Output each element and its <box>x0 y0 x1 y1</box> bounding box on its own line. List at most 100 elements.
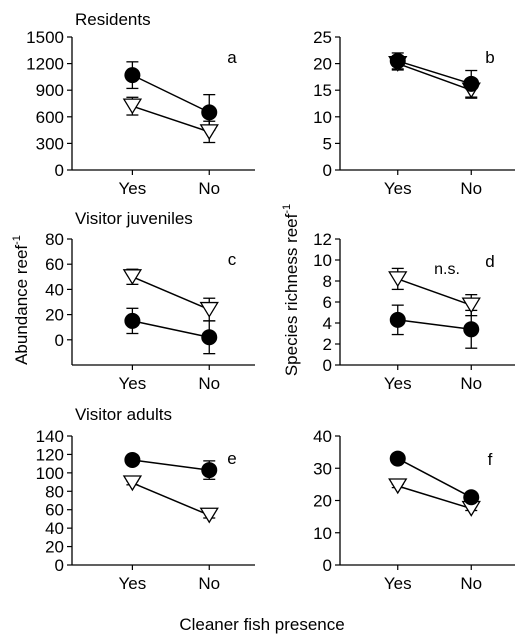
series-line <box>132 276 210 311</box>
panel-letter: f <box>488 450 493 469</box>
y-tick-label: 60 <box>45 255 64 274</box>
panel-letter: e <box>227 449 236 468</box>
panel-b: 0 5 10 15 20 25 Yes No b <box>313 28 515 198</box>
y-tick-label: 20 <box>313 55 332 74</box>
y-tick-label: 2 <box>323 335 332 354</box>
panel-annotation: n.s. <box>434 261 460 278</box>
y-tick-label: 20 <box>45 538 64 557</box>
x-tick-label: Yes <box>119 179 147 198</box>
y-tick-label: 6 <box>323 293 332 312</box>
panel-letter: c <box>228 250 237 269</box>
data-point-triangle <box>122 98 143 115</box>
y-tick-label: 0 <box>323 556 332 575</box>
series-line <box>132 459 210 471</box>
y-tick-label: 80 <box>45 482 64 501</box>
x-tick-label: No <box>198 179 220 198</box>
y-tick-label: 8 <box>323 272 332 291</box>
panel-a: 0 300 600 900 1200 1500 Yes No Residents a <box>26 10 255 198</box>
y-tick-label: 20 <box>313 492 332 511</box>
y-tick-label: 100 <box>36 464 64 483</box>
data-point-circle <box>124 451 141 468</box>
data-point-circle <box>389 311 406 328</box>
data-point-circle <box>201 329 218 346</box>
y-tick-label: 30 <box>313 459 332 478</box>
y-tick-label: 0 <box>55 331 64 350</box>
y-tick-label: 80 <box>45 230 64 249</box>
panel-d: 0 2 4 6 8 10 12 Yes No d n.s. <box>313 230 515 393</box>
series-line <box>397 278 472 306</box>
y-tick-label: 20 <box>45 306 64 325</box>
x-tick-label: No <box>460 179 482 198</box>
y-tick-label: 900 <box>36 81 64 100</box>
x-tick-label: Yes <box>119 374 147 393</box>
data-point-circle <box>124 67 141 84</box>
y-tick-label: 10 <box>313 524 332 543</box>
y-tick-label: 15 <box>313 81 332 100</box>
x-tick-label: No <box>198 374 220 393</box>
y-tick-label: 40 <box>45 519 64 538</box>
y-tick-label: 0 <box>323 161 332 180</box>
y-tick-label: 1200 <box>26 55 64 74</box>
y-tick-label: 60 <box>45 501 64 520</box>
data-point-circle <box>201 104 218 121</box>
data-point-circle <box>389 450 406 467</box>
panel-title: Visitor adults <box>75 405 172 424</box>
series-line <box>397 62 472 91</box>
x-tick-label: Yes <box>384 574 412 593</box>
ylabel-right-sup: -1 <box>281 204 293 214</box>
y-tick-label: 4 <box>323 314 332 333</box>
y-tick-label: 10 <box>313 251 332 270</box>
ylabel-left-text: Abundance reef-1 <box>11 235 31 365</box>
y-tick-label: 0 <box>55 556 64 575</box>
x-tick-label: Yes <box>384 374 412 393</box>
data-point-circle <box>463 489 480 506</box>
data-point-triangle <box>199 507 219 524</box>
ylabel-right-main: Species richness reef <box>282 213 301 376</box>
x-tick-label: No <box>198 574 220 593</box>
data-point-triangle <box>122 269 143 286</box>
data-point-circle <box>201 462 218 479</box>
left-y-axis-label: Abundance reef-1 <box>11 235 31 365</box>
y-tick-label: 12 <box>313 230 332 249</box>
x-tick-label: No <box>460 574 482 593</box>
right-y-axis-label: Species richness reef-1 <box>281 204 301 376</box>
y-tick-label: 300 <box>36 134 64 153</box>
data-point-circle <box>463 321 480 338</box>
ylabel-left-sup: -1 <box>11 235 23 245</box>
data-point-triangle <box>388 271 408 288</box>
panel-letter: d <box>485 252 494 271</box>
panel-letter: b <box>485 48 494 67</box>
y-tick-label: 40 <box>313 427 332 446</box>
series-line <box>397 60 472 85</box>
series-line <box>132 320 210 339</box>
data-point-triangle <box>199 124 219 141</box>
panel-f: 0 10 20 30 40 Yes No f <box>313 427 515 593</box>
y-tick-label: 140 <box>36 427 64 446</box>
x-tick-label: No <box>460 374 482 393</box>
y-tick-label: 40 <box>45 280 64 299</box>
y-tick-label: 10 <box>313 108 332 127</box>
series-line <box>397 457 472 498</box>
y-tick-label: 600 <box>36 108 64 127</box>
panel-c: 0 20 40 60 80 Yes No Visitor juveniles c <box>45 209 255 393</box>
series-line <box>132 105 210 133</box>
data-point-triangle <box>199 301 219 318</box>
y-tick-label: 5 <box>323 134 332 153</box>
series-line <box>132 482 210 516</box>
data-point-triangle <box>122 475 143 492</box>
ylabel-left-main: Abundance reef <box>12 245 31 365</box>
data-point-triangle <box>461 297 481 314</box>
y-tick-label: 120 <box>36 445 64 464</box>
data-point-circle <box>124 312 141 329</box>
y-tick-label: 1500 <box>26 28 64 47</box>
y-tick-label: 25 <box>313 28 332 47</box>
series-line <box>397 319 472 331</box>
panel-letter: a <box>227 48 237 67</box>
data-point-triangle <box>388 478 408 495</box>
y-tick-label: 0 <box>323 356 332 375</box>
x-axis-label: Cleaner fish presence <box>179 615 344 634</box>
panel-title: Visitor juveniles <box>75 209 193 228</box>
